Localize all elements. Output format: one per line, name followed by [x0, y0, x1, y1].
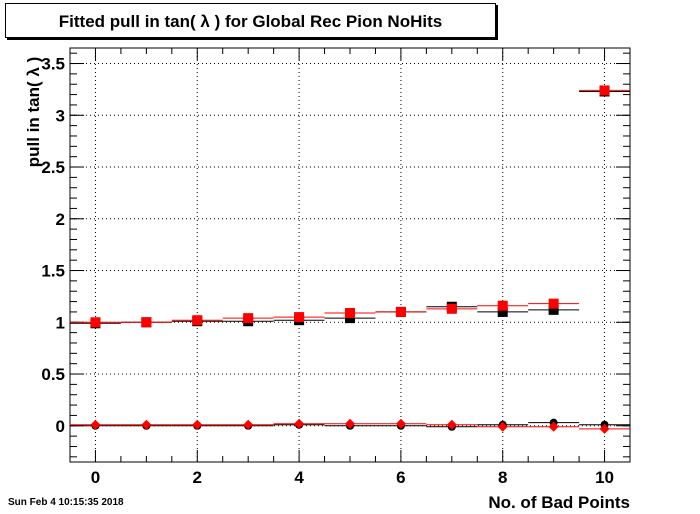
square-marker-1: [548, 298, 559, 309]
square-marker-1: [192, 315, 203, 326]
y-tick-label: 1: [56, 313, 65, 332]
y-tick-label: 2.5: [41, 158, 65, 177]
x-axis-label: No. of Bad Points: [488, 493, 630, 512]
square-marker-1: [345, 307, 355, 318]
square-marker-1: [497, 300, 508, 311]
square-marker-0: [497, 306, 508, 317]
diamond-marker-3: [294, 418, 305, 429]
y-tick-label: 1.5: [41, 262, 65, 281]
diamond-marker-3: [345, 418, 355, 429]
diamond-marker-3: [599, 423, 610, 434]
square-marker-1: [90, 317, 101, 328]
diamond-marker-3: [141, 419, 152, 430]
x-tick-label: 10: [595, 468, 614, 487]
x-tick-label: 8: [498, 468, 507, 487]
square-marker-0: [345, 313, 355, 324]
x-tick-label: 4: [294, 468, 304, 487]
x-tick-label: 0: [91, 468, 100, 487]
y-tick-label: 2: [56, 210, 65, 229]
square-marker-1: [599, 85, 610, 96]
y-tick-label: 0: [56, 417, 65, 436]
diamond-marker-3: [497, 421, 508, 432]
plot-frame: [69, 47, 631, 463]
y-axis-label: pull in tan( λ ): [24, 56, 43, 168]
y-tick-label: 0.5: [41, 365, 65, 384]
square-marker-1: [294, 312, 305, 323]
y-tick-label: 3: [56, 106, 65, 125]
x-tick-label: 6: [396, 468, 405, 487]
y-tick-label: 3.5: [41, 55, 65, 74]
square-marker-0: [548, 304, 559, 315]
diamond-marker-3: [192, 419, 203, 430]
timestamp: Sun Feb 4 10:15:35 2018: [8, 497, 124, 508]
chart-title: Fitted pull in tan( λ ) for Global Rec P…: [58, 12, 443, 31]
square-marker-1: [395, 306, 406, 317]
x-tick-label: 2: [193, 468, 202, 487]
diamond-marker-3: [395, 418, 406, 429]
diamond-marker-3: [243, 419, 254, 430]
square-marker-1: [243, 313, 254, 324]
title-box: Fitted pull in tan( λ ) for Global Rec P…: [5, 3, 496, 38]
square-marker-1: [446, 303, 457, 314]
diamond-marker-3: [548, 421, 559, 432]
square-marker-1: [141, 317, 152, 328]
diamond-marker-3: [446, 419, 457, 430]
diamond-marker-3: [90, 419, 101, 430]
